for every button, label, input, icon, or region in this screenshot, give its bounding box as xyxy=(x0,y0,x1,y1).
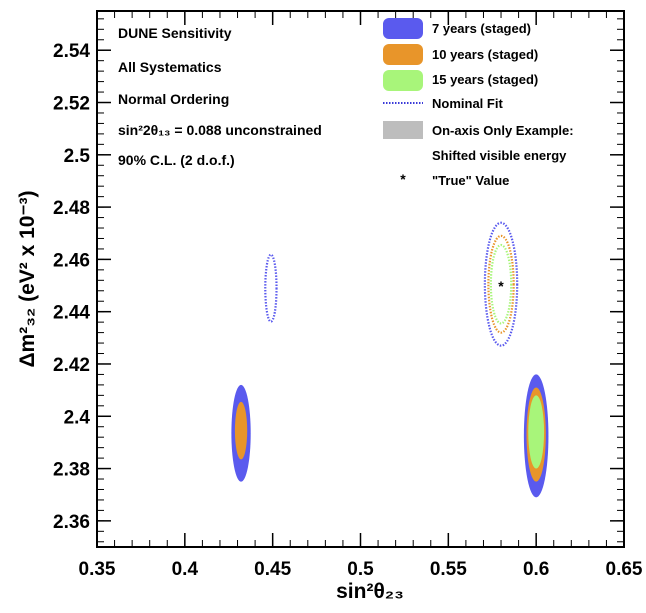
y-tick-label: 2.4 xyxy=(64,407,91,428)
x-tick-label: 0.55 xyxy=(430,559,467,580)
y-tick-label: 2.46 xyxy=(53,250,90,271)
y-tick-labels: 2.36 2.38 2.4 2.42 2.44 2.46 2.48 2.5 2.52 2.54 xyxy=(53,41,90,533)
x-axis-title: sin²θ₂₃ xyxy=(336,580,404,603)
confidence-regions xyxy=(231,221,549,498)
y-tick-label: 2.44 xyxy=(53,303,90,324)
nominal-fit-contour-7-years-staged-1 xyxy=(483,221,519,347)
legend-label-10yr: 10 years (staged) xyxy=(432,47,538,62)
legend-label-nominal: Nominal Fit xyxy=(432,96,503,111)
x-tick-label: 0.6 xyxy=(523,559,549,580)
x-tick-label: 0.45 xyxy=(254,559,291,580)
annotation-theta13: sin²2θ₁₃ = 0.088 unconstrained xyxy=(118,122,322,138)
y-tick-label: 2.5 xyxy=(64,146,91,167)
y-tick-label: 2.52 xyxy=(53,94,90,115)
x-tick-label: 0.4 xyxy=(172,559,199,580)
legend-swatch-15yr xyxy=(383,70,423,91)
legend-swatch-7yr xyxy=(383,18,423,39)
legend-label-15yr: 15 years (staged) xyxy=(432,72,538,87)
legend-swatch-onaxis xyxy=(383,121,423,139)
legend-label-true-value: "True" Value xyxy=(432,173,509,188)
y-tick-label: 2.36 xyxy=(53,512,90,533)
y-tick-label: 2.38 xyxy=(53,460,90,481)
legend-label-7yr: 7 years (staged) xyxy=(432,21,531,36)
true-value-marker: * xyxy=(498,278,504,294)
annotation-cl: 90% C.L. (2 d.o.f.) xyxy=(118,152,235,168)
y-tick-label: 2.42 xyxy=(53,355,90,376)
x-tick-labels: 0.35 0.4 0.45 0.5 0.55 0.6 0.65 xyxy=(79,559,643,580)
legend-swatch-10yr xyxy=(383,44,423,65)
x-tick-label: 0.65 xyxy=(606,559,643,580)
nominal-fit-contour-7-years-staged-0 xyxy=(264,253,278,323)
legend: 7 years (staged) 10 years (staged) 15 ye… xyxy=(383,18,574,188)
filled-region-10-years-staged-0 xyxy=(234,401,248,460)
annotation-systematics: All Systematics xyxy=(118,59,222,75)
legend-label-onaxis: On-axis Only Example: xyxy=(432,123,574,138)
legend-label-shifted: Shifted visible energy xyxy=(432,148,567,163)
y-tick-label: 2.54 xyxy=(53,41,90,62)
nominal-fit-contour-15-years-staged-0 xyxy=(489,243,513,325)
x-tick-label: 0.35 xyxy=(79,559,116,580)
filled-region-15-years-staged-0 xyxy=(528,395,545,469)
annotation-ordering: Normal Ordering xyxy=(118,91,229,107)
legend-swatch-true-value: * xyxy=(400,171,406,187)
axis-ticks xyxy=(96,11,625,547)
annotation-experiment: DUNE Sensitivity xyxy=(118,25,232,41)
nominal-fit-contour-10-years-staged-0 xyxy=(487,234,515,334)
x-tick-label: 0.5 xyxy=(347,559,374,580)
y-axis-title: Δm²₃₂ (eV² x 10⁻³) xyxy=(16,190,39,367)
y-tick-label: 2.48 xyxy=(53,198,90,219)
